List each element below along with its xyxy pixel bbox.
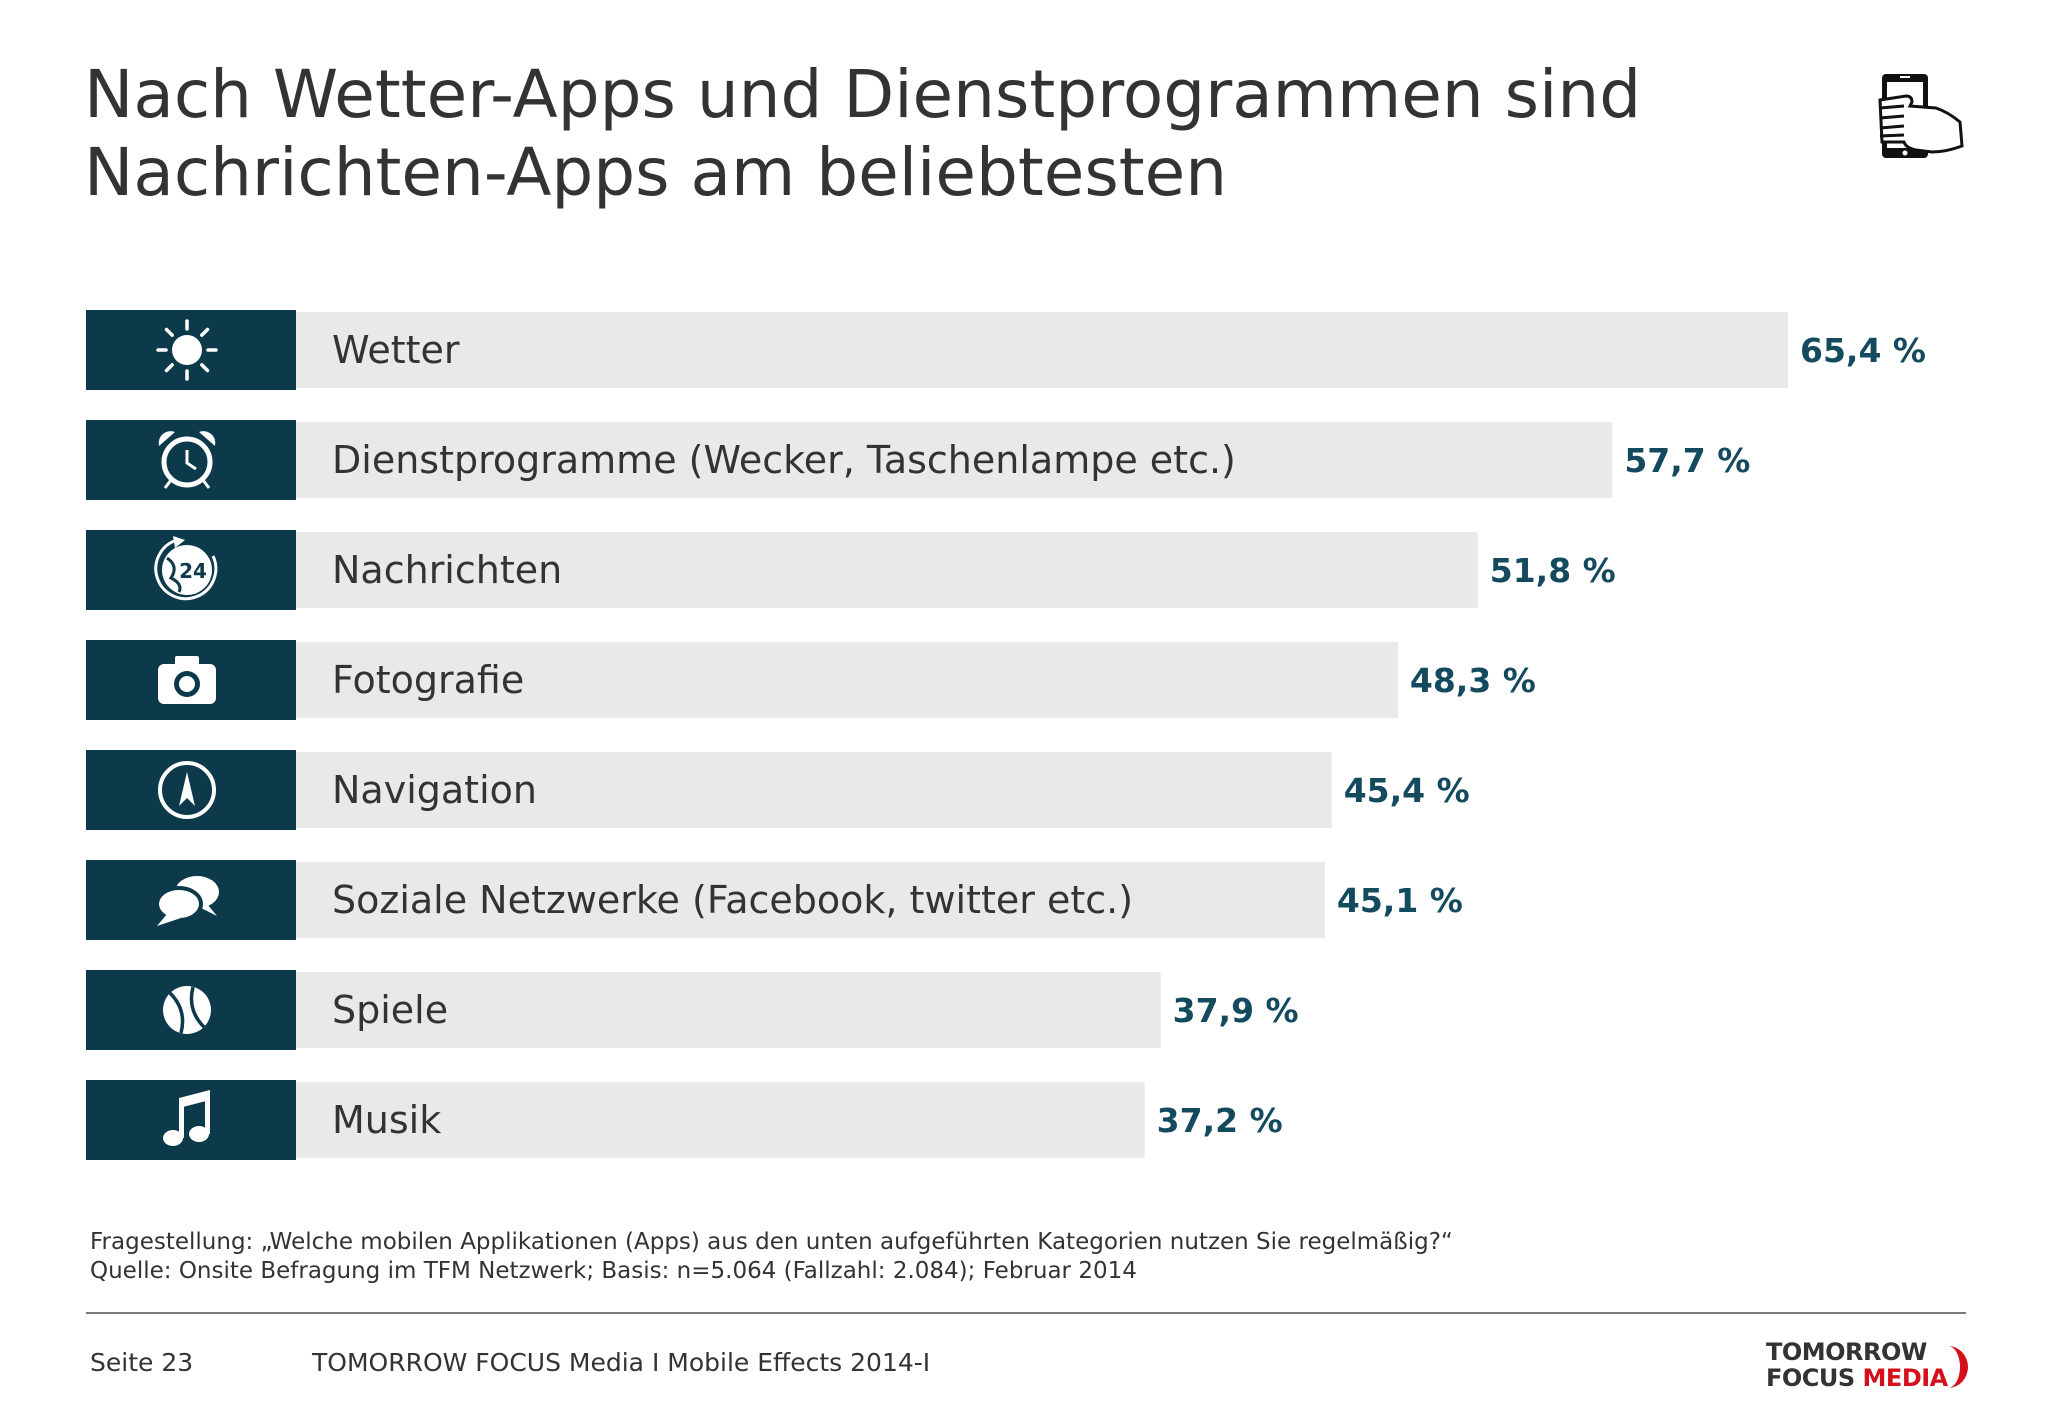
globe-24-icon: 24 — [154, 536, 218, 601]
bar — [296, 752, 1332, 828]
logo-line-1: TOMORROW — [1766, 1338, 1927, 1366]
bar-value-label: 65,4 % — [1800, 331, 1926, 370]
speech-bubbles-icon — [155, 876, 219, 926]
bar — [296, 972, 1161, 1048]
bar-row: Fotografie 48,3 % — [86, 640, 1536, 720]
icon-box — [86, 420, 296, 500]
hand-holding-smartphone-icon — [1878, 74, 1964, 158]
bar-category-label: Soziale Netzwerke (Facebook, twitter etc… — [332, 878, 1133, 922]
bar-row: Musik 37,2 % — [86, 1080, 1283, 1160]
compass-icon — [158, 761, 216, 819]
logo-focus: FOCUS — [1766, 1364, 1855, 1392]
bar-category-label: Musik — [332, 1098, 441, 1142]
bar-value-label: 37,2 % — [1157, 1101, 1283, 1140]
icon-box — [86, 1080, 296, 1160]
ball-icon — [163, 986, 211, 1034]
logo-line-2: FOCUS MEDIA — [1766, 1364, 1948, 1392]
bar-value-label: 57,7 % — [1624, 441, 1750, 480]
logo-media: MEDIA — [1862, 1364, 1949, 1392]
bar-row: Dienstprogramme (Wecker, Taschenlampe et… — [86, 420, 1750, 500]
bar-category-label: Fotografie — [332, 658, 524, 702]
bar-row: Spiele 37,9 % — [86, 970, 1299, 1050]
bar-category-label: Navigation — [332, 768, 537, 812]
bar — [296, 1082, 1145, 1158]
question-note: Fragestellung: „Welche mobilen Applikati… — [90, 1229, 1453, 1255]
camera-icon — [158, 656, 216, 704]
svg-text:24: 24 — [179, 559, 207, 583]
bar-row: Navigation 45,4 % — [86, 750, 1470, 830]
bar-value-label: 45,4 % — [1344, 771, 1470, 810]
title-line-2: Nachrichten-Apps am beliebtesten — [84, 134, 1228, 211]
music-note-icon — [163, 1090, 210, 1146]
bar-row: Soziale Netzwerke (Facebook, twitter etc… — [86, 860, 1463, 940]
tomorrow-focus-media-logo: TOMORROW FOCUS MEDIA — [1766, 1338, 1976, 1394]
logo-mark-icon — [1948, 1346, 1968, 1388]
bar-category-label: Spiele — [332, 988, 448, 1032]
bar-value-label: 48,3 % — [1410, 661, 1536, 700]
notes: Fragestellung: „Welche mobilen Applikati… — [90, 1228, 1453, 1286]
bar-value-label: 45,1 % — [1337, 881, 1463, 920]
bar-category-label: Wetter — [332, 328, 460, 372]
bar-value-label: 37,9 % — [1173, 991, 1299, 1030]
bar-row: 24 Nachrichten 51,8 % — [86, 530, 1616, 610]
bar — [296, 422, 1613, 498]
alarm-clock-icon — [158, 431, 216, 489]
bar-value-label: 51,8 % — [1490, 551, 1616, 590]
bar-category-label: Nachrichten — [332, 548, 562, 592]
page-title: Nach Wetter-Apps und Dienstprogrammen si… — [84, 56, 1844, 212]
bar-category-label: Dienstprogramme (Wecker, Taschenlampe et… — [332, 438, 1236, 482]
source-note: Quelle: Onsite Befragung im TFM Netzwerk… — [90, 1258, 1137, 1284]
bar — [296, 862, 1325, 938]
title-line-1: Nach Wetter-Apps und Dienstprogrammen si… — [84, 56, 1642, 133]
bar-row: Wetter 65,4 % — [86, 310, 1926, 390]
page-number: Seite 23 — [90, 1348, 194, 1377]
sun-icon — [156, 319, 218, 381]
bar — [296, 312, 1788, 388]
bar — [296, 642, 1398, 718]
publisher-line: TOMORROW FOCUS Media I Mobile Effects 20… — [312, 1348, 931, 1377]
footer-divider — [86, 1312, 1966, 1314]
bar — [296, 532, 1478, 608]
